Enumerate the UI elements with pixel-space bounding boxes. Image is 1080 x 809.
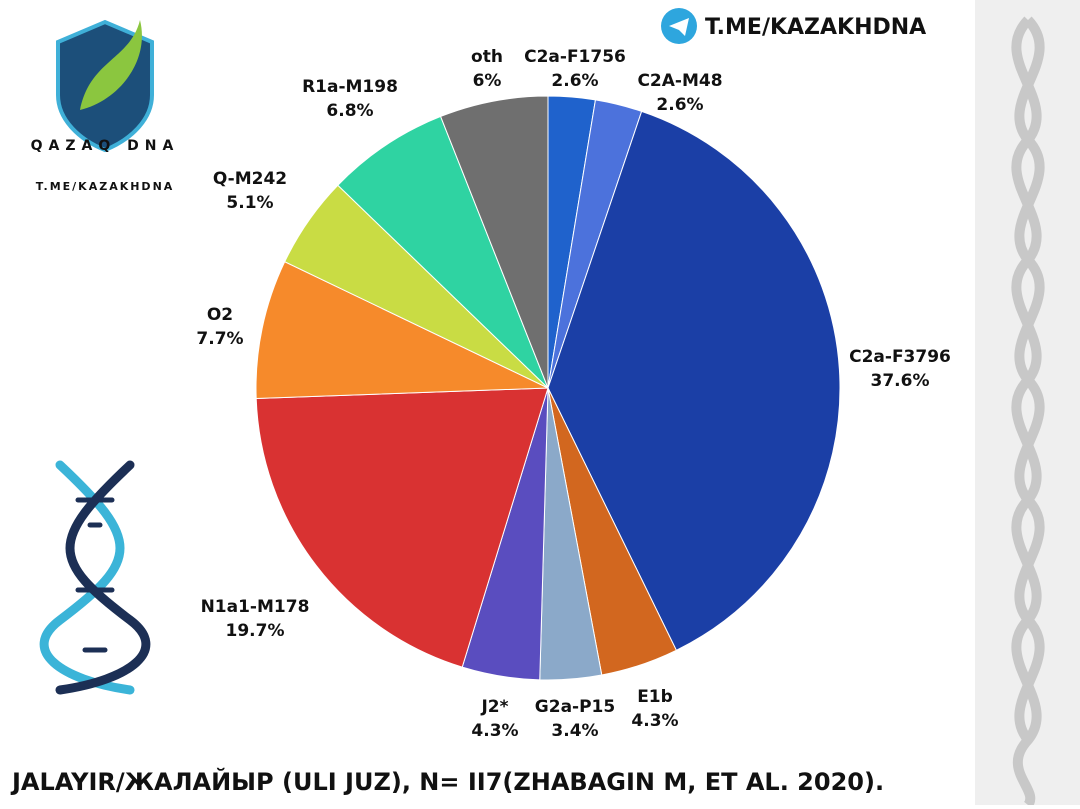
value-label: 6.8% [326,101,373,121]
slice-label: C2A-M48 [637,71,722,91]
dna-icon [39,460,151,695]
slice-label: oth [471,47,503,67]
value-label: 3.4% [551,721,598,741]
pie-slice [337,115,549,389]
slice-label: Q-M242 [213,169,287,189]
value-label: 19.7% [226,621,285,641]
ornament [975,0,1080,809]
value-label: 4.3% [471,721,518,741]
slice-label: J2* [480,697,508,717]
telegram-plane [669,18,689,36]
caption: JALAYIR/ЖАЛАЙЫР (ULI JUZ), N= II7(ZHABAG… [10,767,884,796]
value-label: 7.7% [196,329,243,349]
value-label: 4.3% [631,711,678,731]
value-label: 37.6% [871,371,930,391]
value-label: 2.6% [656,95,703,115]
slice-label: G2a-P15 [535,697,615,717]
value-label: 2.6% [551,71,598,91]
pie-slice [547,110,841,651]
slice-label: O2 [207,305,233,325]
logo: QAZAQ DNA T.ME/KAZAKHDNA [31,19,180,193]
value-label: 6% [473,71,502,91]
logo-subtext: T.ME/KAZAKHDNA [36,180,175,193]
channel: T.ME/KAZAKHDNA [705,15,926,40]
value-label: 5.1% [226,193,273,213]
slice-label: C2a-F1756 [524,47,626,67]
slice-label: E1b [637,687,673,707]
pie-slice [439,95,549,389]
logo-text: QAZAQ DNA [31,138,180,154]
pie-slice [255,261,549,400]
slice-label: N1a1-M178 [201,597,310,617]
pie-slice [255,387,549,668]
slice-label: R1a-M198 [302,77,398,97]
slice-label: C2a-F3796 [849,347,951,367]
